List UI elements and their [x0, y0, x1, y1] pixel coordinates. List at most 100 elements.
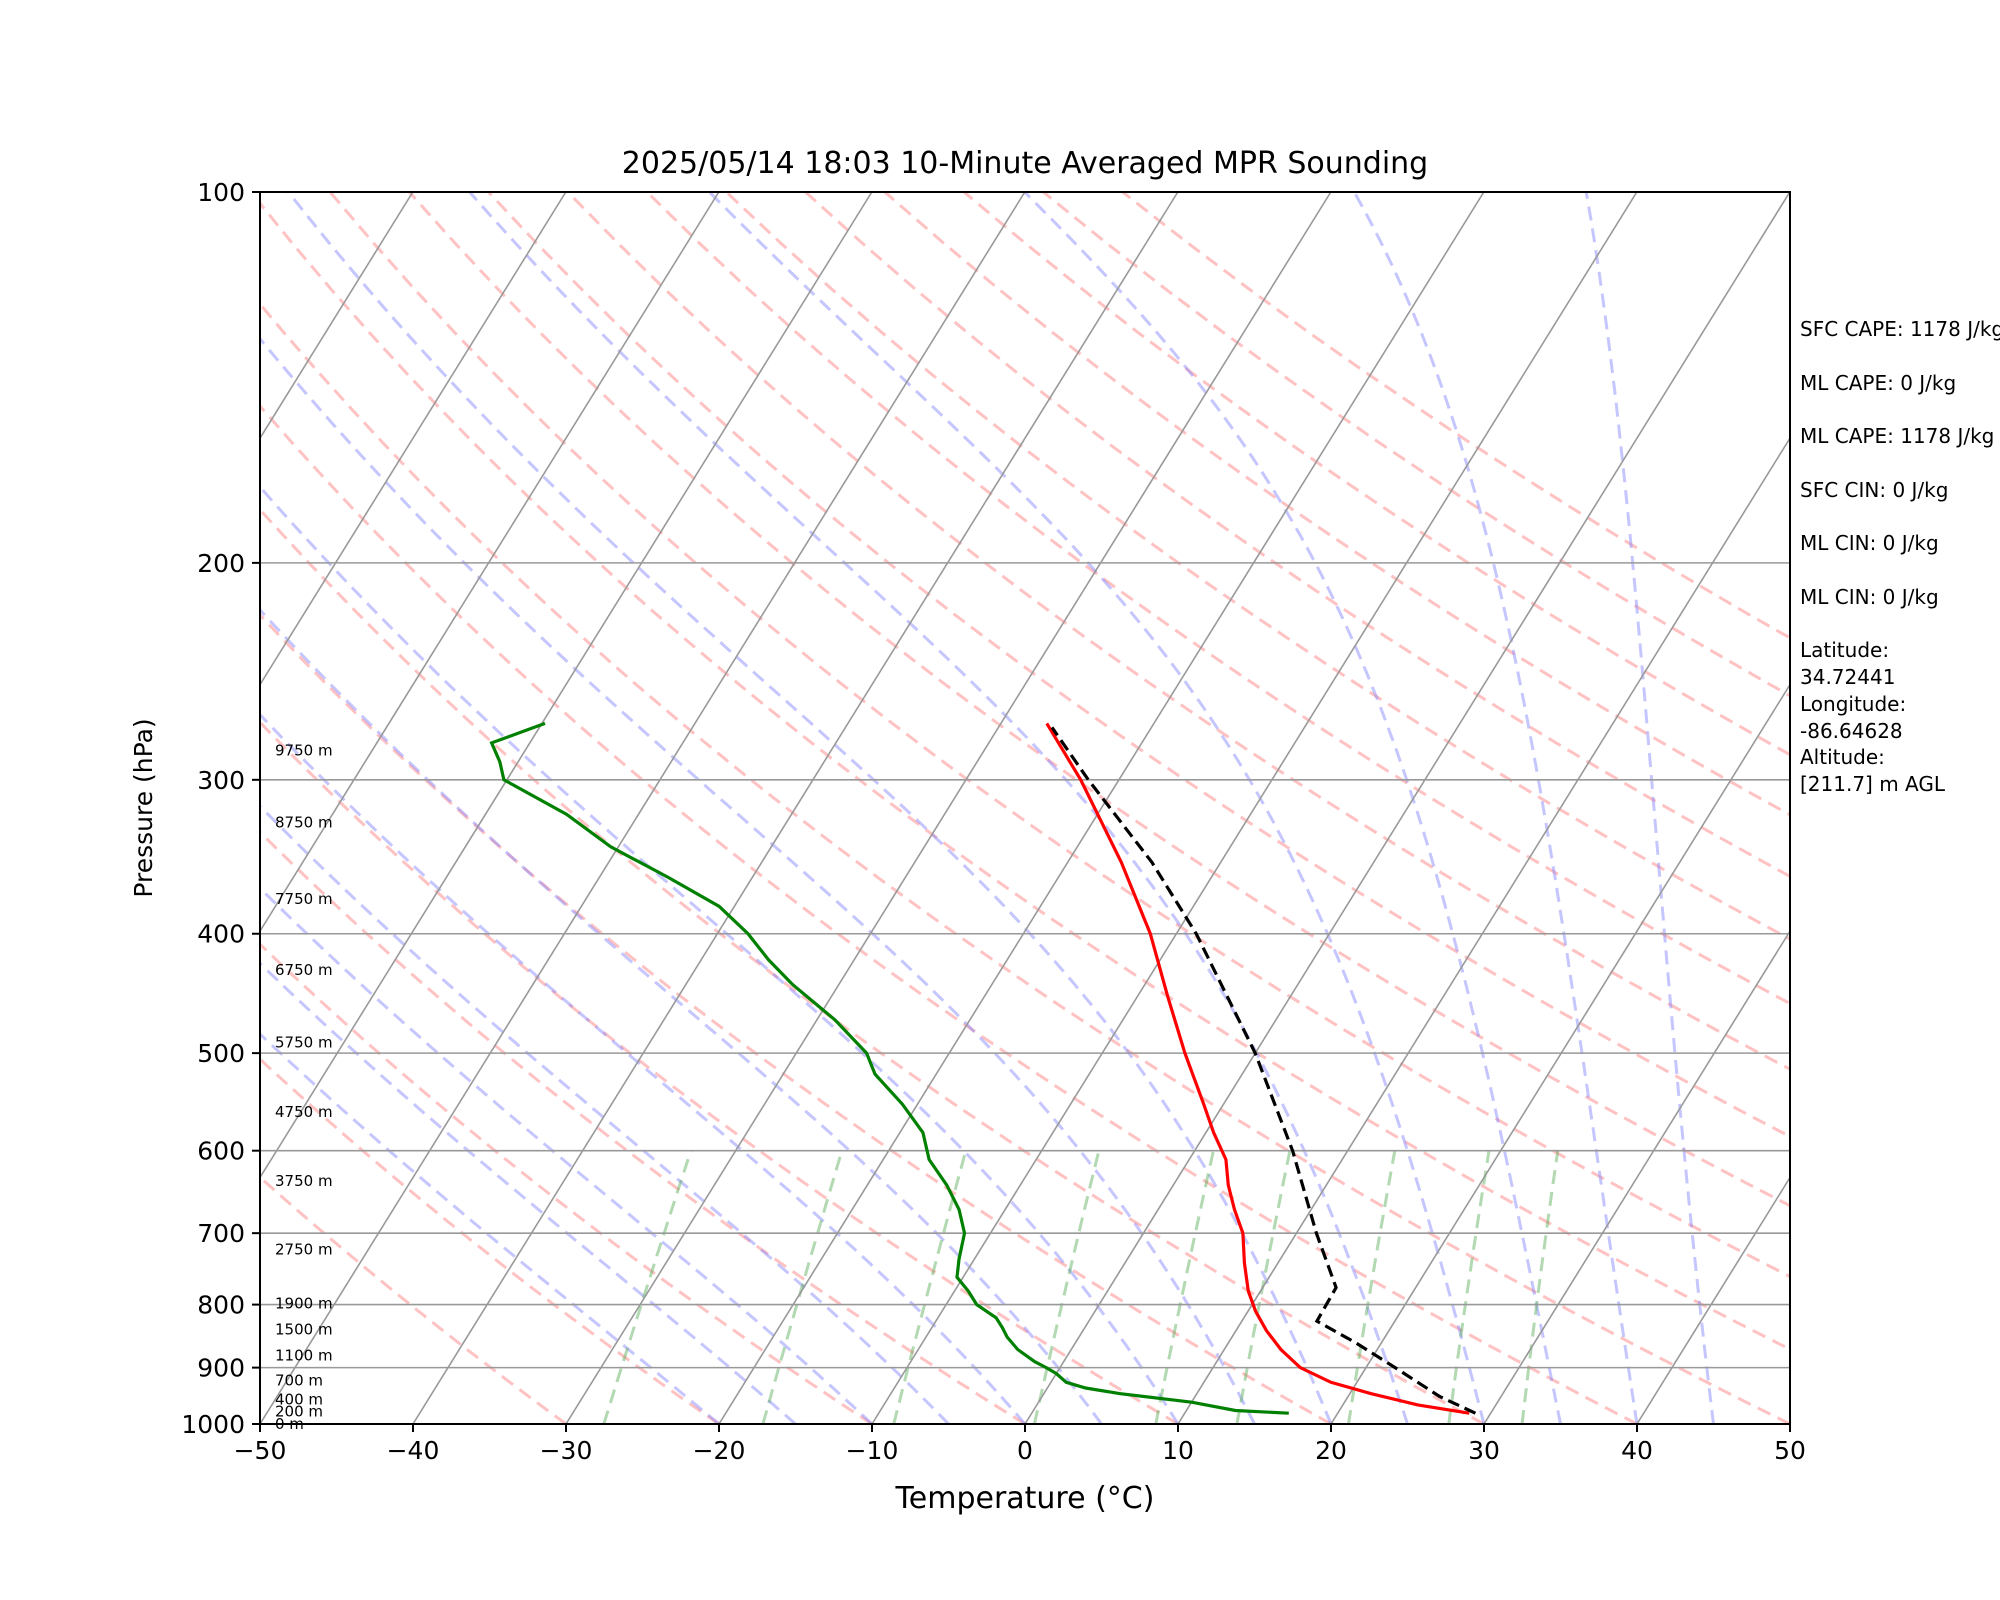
dry-adiabat [260, 201, 1790, 1351]
y-tick-label: 900 [197, 1354, 245, 1383]
x-axis-label: Temperature (°C) [895, 1481, 1155, 1516]
moist-adiabat [1352, 192, 1639, 1424]
dry-adiabat [260, 301, 1790, 1424]
isotherm [871, 192, 1638, 1424]
stat-line-text: -86.64628 [1800, 718, 1903, 743]
isotherm [412, 192, 1179, 1424]
dewpoint-profile [489, 721, 1289, 1415]
stat-line: SFC CIN: 0 J/kg [1800, 477, 1948, 504]
height-label: 3750 m [275, 1172, 333, 1190]
y-tick-label: 500 [197, 1039, 245, 1068]
x-tick-label: 40 [1621, 1436, 1653, 1465]
stat-line-text: ML CIN: 0 J/kg [1800, 531, 1939, 555]
isotherm [260, 192, 414, 440]
isotherm [260, 192, 720, 933]
dry-adiabat [725, 192, 1790, 941]
height-label: 4750 m [275, 1103, 333, 1121]
y-axis-ticks: 1000 900 800 700 600 500 400 300 200 100 [181, 178, 260, 1439]
isotherm [1330, 683, 1790, 1424]
height-label: 8750 m [275, 814, 333, 832]
mixing-ratio-line [892, 1150, 968, 1424]
moist-adiabat [708, 192, 1486, 1424]
isotherm [1024, 192, 1790, 1424]
height-label: 700 m [275, 1372, 323, 1390]
dry-adiabat [963, 192, 1790, 757]
stat-line-text: SFC CAPE: 1178 J/kg [1800, 317, 2000, 341]
moist-adiabat [468, 192, 1409, 1424]
isotherm [260, 192, 873, 1180]
y-tick-label: 100 [197, 178, 245, 207]
height-label: 5750 m [275, 1033, 333, 1051]
dry-adiabat [804, 192, 1790, 879]
stat-line-text: Longitude: [1800, 691, 1907, 716]
x-tick-label: −40 [387, 1436, 440, 1465]
moist-adiabat [1584, 192, 1715, 1424]
dry-adiabat [260, 942, 873, 1424]
x-tick-label: −20 [693, 1436, 746, 1465]
dry-adiabat [883, 192, 1790, 817]
moist-adiabat [260, 484, 1180, 1424]
isotherm [1483, 929, 1790, 1424]
height-label: 2750 m [275, 1241, 333, 1259]
dry-adiabat [487, 192, 1790, 1139]
height-label: 200 m [275, 1403, 323, 1421]
moist-adiabat [260, 1031, 720, 1424]
stats-panel: SFC CAPE: 1178 J/kg ML CAPE: 0 J/kg ML CAP… [1800, 316, 2000, 876]
y-tick-label: 400 [197, 920, 245, 949]
height-label: 9750 m [275, 741, 333, 759]
isotherm [260, 192, 567, 687]
dry-adiabat [260, 829, 1026, 1424]
stat-line-text: ML CAPE: 1178 J/kg [1800, 424, 1995, 448]
height-label: 1500 m [275, 1320, 333, 1338]
profile-lines [489, 721, 1477, 1415]
y-tick-label: 200 [197, 549, 245, 578]
stat-line: SFC CAPE: 1178 J/kg [1800, 316, 2000, 343]
x-tick-label: 0 [1017, 1436, 1033, 1465]
moist-adiabat [260, 336, 1256, 1424]
x-tick-label: 30 [1468, 1436, 1500, 1465]
height-label: 1100 m [275, 1347, 333, 1365]
y-axis-label: Pressure (hPa) [129, 718, 158, 897]
stat-line: ML CAPE: 0 J/kg [1800, 370, 1956, 397]
isotherm [0, 192, 107, 1424]
stat-line-text: Latitude: [1800, 638, 1890, 662]
dry-adiabat [260, 1175, 567, 1424]
dry-adiabat [260, 612, 1332, 1424]
stat-line: Longitude: -86.64628 [1800, 691, 1906, 745]
dry-adiabat [328, 192, 1790, 1279]
dry-adiabat [260, 507, 1485, 1424]
mixing-ratio-line [1154, 1150, 1215, 1424]
dry-adiabat [260, 720, 1179, 1424]
y-tick-label: 600 [197, 1137, 245, 1166]
mixing-ratio-line [1447, 1150, 1491, 1424]
stat-line-text: 34.72441 [1800, 665, 1896, 689]
y-tick-label: 800 [197, 1291, 245, 1320]
stat-line: Altitude: [211.7] m AGL [1800, 744, 1945, 798]
y-tick-label: 700 [197, 1219, 245, 1248]
x-tick-label: 10 [1162, 1436, 1194, 1465]
parcel-profile [1050, 726, 1477, 1415]
stat-line: ML CIN: 0 J/kg [1800, 584, 1939, 611]
stat-line: Latitude: 34.72441 [1800, 637, 1895, 691]
stat-line-text: ML CAPE: 0 J/kg [1800, 370, 1957, 395]
moist-adiabat [260, 961, 797, 1424]
stat-line-text: SFC CIN: 0 J/kg [1800, 477, 1949, 502]
isotherm [1177, 436, 1790, 1424]
moist-adiabat [1023, 192, 1562, 1424]
x-tick-label: −30 [540, 1436, 593, 1465]
x-tick-label: −10 [846, 1436, 899, 1465]
isotherm [260, 192, 1026, 1424]
y-tick-label: 300 [197, 766, 245, 795]
grid-lines [0, 192, 1790, 1424]
moist-adiabat [287, 192, 1333, 1424]
dry-adiabat [566, 192, 1790, 1071]
x-axis-ticks: −50 −40 −30 −20 −10 0 10 20 30 40 50 [234, 1424, 1806, 1465]
isotherm [1636, 1176, 1790, 1424]
dry-adiabat [408, 192, 1790, 1208]
dry-adiabat [260, 403, 1638, 1424]
mixing-ratio-line [761, 1150, 844, 1424]
x-tick-label: −50 [234, 1436, 287, 1465]
height-label: 6750 m [275, 961, 333, 979]
